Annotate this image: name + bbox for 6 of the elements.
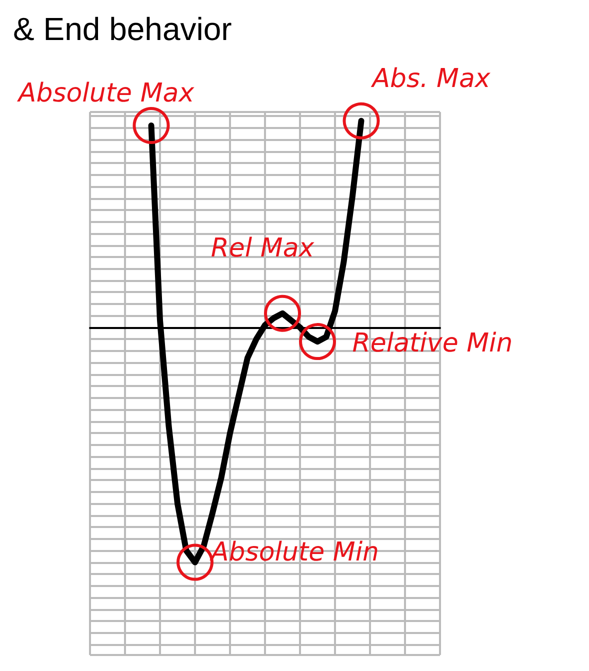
text: Absolute Max [16, 78, 195, 109]
chart-title: & End behavior [13, 11, 232, 47]
annotation: Rel Max [210, 233, 315, 264]
annotation: Relative Min [352, 328, 513, 359]
text: Abs. Max [370, 64, 491, 94]
annotation: Absolute Min [208, 537, 380, 568]
